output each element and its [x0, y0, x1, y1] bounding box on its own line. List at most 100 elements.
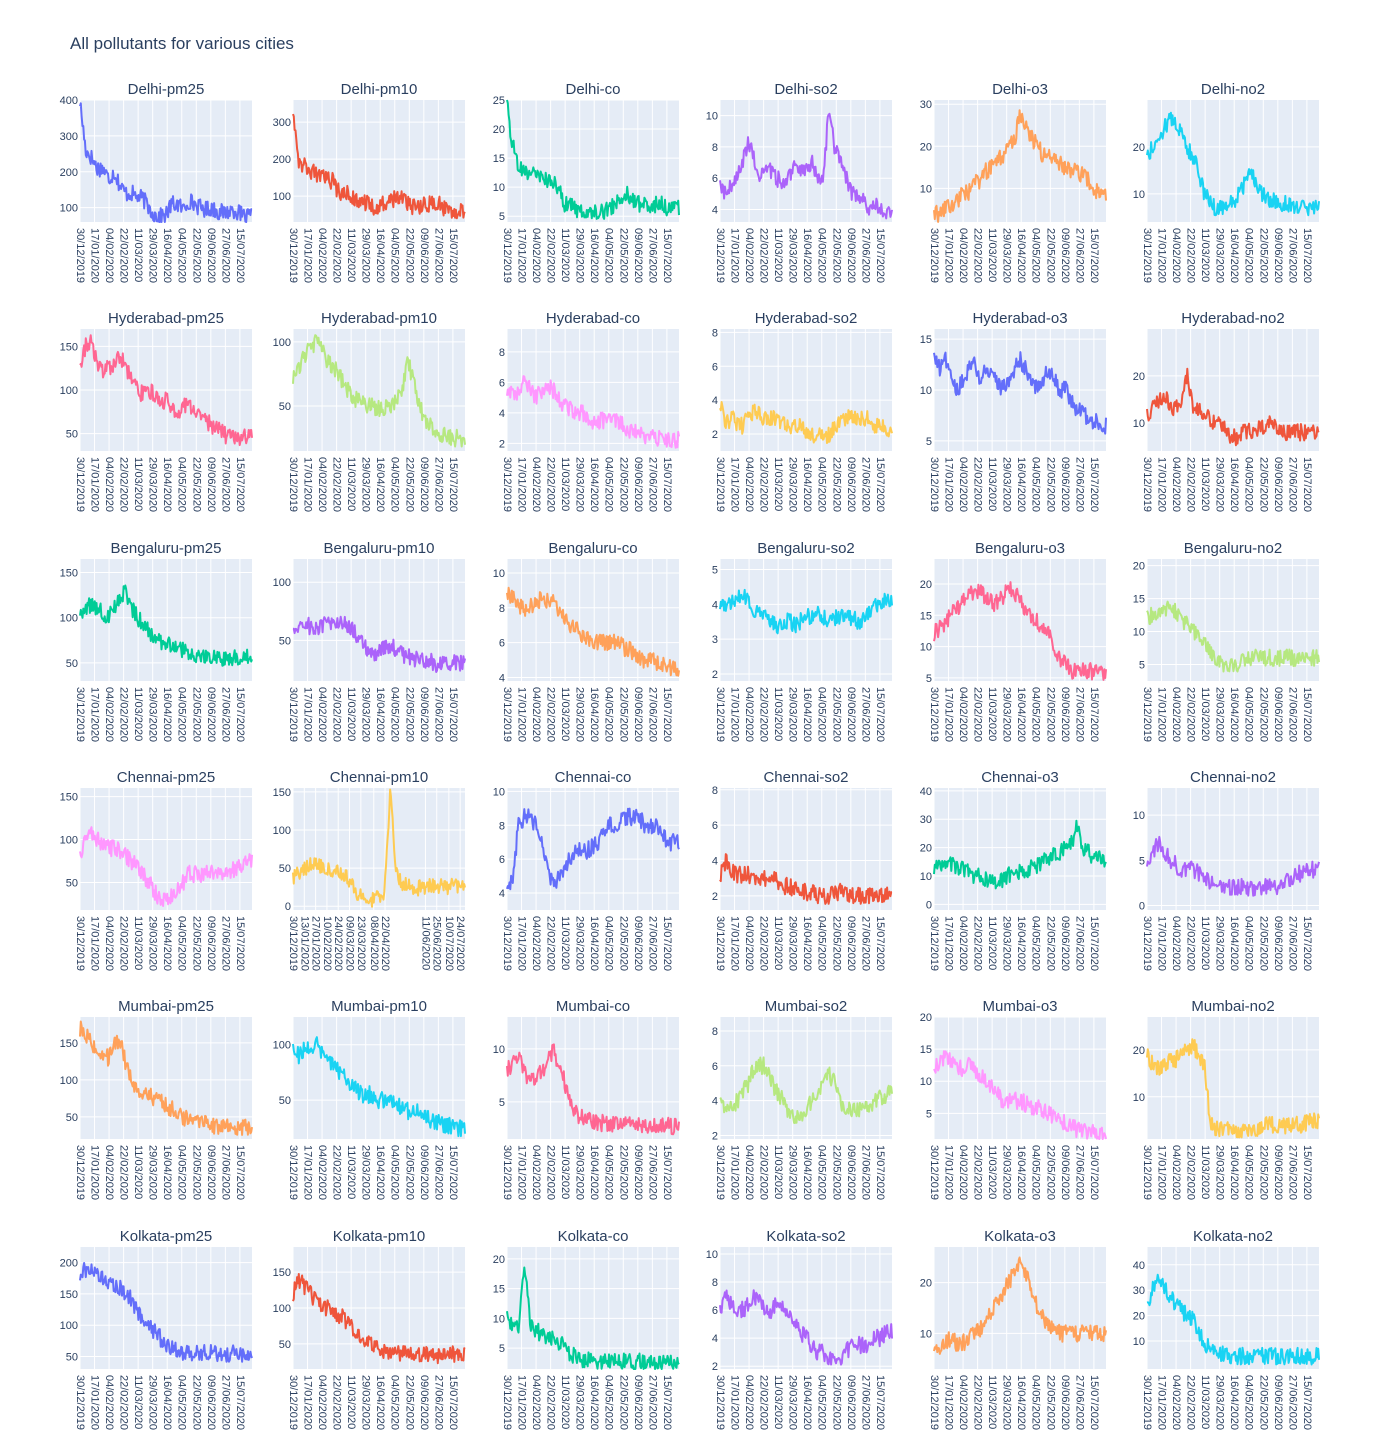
x-tick-label: 04/02/2020 [1170, 1375, 1182, 1430]
x-tick-label: 22/02/2020 [758, 687, 770, 742]
x-tick-label: 04/02/2020 [103, 1145, 115, 1200]
x-tick-label: 22/05/2020 [1044, 1375, 1056, 1430]
subplot: 30/12/2019 17/01/2020 04/02/2020 22/02/2020… [706, 1228, 893, 1430]
subplot: 30/12/2019 17/01/2020 04/02/2020 22/02/2020… [712, 310, 893, 512]
y-tick-label: 8 [712, 785, 718, 797]
x-tick-label: 11/06/2020 [419, 916, 431, 970]
x-tick-label: 22/02/2020 [118, 1375, 130, 1430]
series-line [1146, 1038, 1320, 1139]
x-tick-label: 09/06/2020 [845, 457, 857, 512]
subplot: 30/12/2019 17/01/2020 04/02/2020 22/02/2020… [712, 998, 893, 1200]
x-tick-label: 04/02/2020 [103, 457, 115, 512]
x-tick-label: 04/02/2020 [743, 1375, 755, 1430]
x-tick-label: 11/03/2020 [132, 1375, 144, 1429]
series-line [506, 1266, 680, 1370]
x-tick-label: 27/01/2020 [310, 916, 322, 971]
x-tick-label: 30/12/2019 [74, 687, 86, 742]
y-tick-label: 4 [712, 1096, 718, 1108]
x-tick-label: 16/04/2020 [588, 687, 600, 742]
y-tick-label: 4 [499, 673, 505, 685]
y-tick-label: 4 [499, 408, 505, 420]
x-tick-label: 29/03/2020 [1214, 1375, 1226, 1430]
x-tick-label: 29/03/2020 [1001, 687, 1013, 742]
y-tick-label: 50 [66, 1351, 78, 1363]
y-tick-label: 10 [493, 786, 505, 798]
y-tick-label: 10 [920, 871, 932, 883]
x-tick-label: 22/02/2020 [331, 1375, 343, 1430]
x-tick-label: 04/05/2020 [1243, 228, 1255, 283]
x-tick-label: 15/07/2020 [661, 1375, 673, 1430]
series-line [1146, 367, 1320, 447]
x-tick-label: 30/12/2019 [74, 1145, 86, 1200]
x-tick-label: 30/12/2019 [1141, 916, 1153, 971]
x-tick-label: 09/06/2020 [845, 228, 857, 283]
x-tick-label: 04/05/2020 [176, 228, 188, 283]
y-tick-label: 20 [920, 141, 932, 153]
x-tick-label: 29/03/2020 [360, 1375, 372, 1430]
y-tick-label: 300 [273, 117, 291, 129]
x-tick-label: 30/12/2019 [501, 228, 513, 283]
x-tick-label: 15/07/2020 [1088, 687, 1100, 742]
x-tick-label: 17/01/2020 [729, 916, 741, 971]
subplot: 30/12/2019 17/01/2020 04/02/2020 22/02/2020… [60, 310, 253, 512]
series-line [1146, 1273, 1320, 1366]
x-tick-label: 22/05/2020 [617, 1375, 629, 1430]
x-tick-label: 27/06/2020 [432, 228, 444, 283]
y-tick-label: 6 [712, 173, 718, 185]
y-tick-label: 20 [1133, 1311, 1145, 1323]
x-tick-label: 27/06/2020 [646, 1375, 658, 1430]
x-tick-label: 16/04/2020 [1015, 687, 1027, 742]
series-line [506, 807, 680, 891]
subplot-title: Delhi-pm25 [128, 81, 205, 98]
x-tick-label: 15/07/2020 [1088, 228, 1100, 283]
x-tick-label: 27/06/2020 [432, 687, 444, 742]
series-line [933, 1050, 1107, 1140]
x-tick-label: 17/01/2020 [729, 1375, 741, 1430]
subplot: 30/12/2019 13/01/2020 27/01/2020 10/02/2020… [273, 769, 467, 971]
series-line [719, 1289, 893, 1366]
x-tick-label: 15/07/2020 [1301, 457, 1313, 512]
y-tick-label: 2 [712, 1131, 718, 1143]
y-tick-label: 2 [712, 891, 718, 903]
x-tick-label: 22/05/2020 [403, 1375, 415, 1430]
x-tick-label: 30/12/2019 [1141, 1375, 1153, 1430]
x-tick-label: 17/01/2020 [1156, 1375, 1168, 1430]
series-line [292, 334, 466, 448]
y-tick-label: 100 [273, 577, 291, 589]
plot-area [934, 1247, 1106, 1369]
x-tick-label: 15/07/2020 [447, 1375, 459, 1430]
x-tick-label: 09/06/2020 [205, 916, 217, 971]
x-tick-label: 22/05/2020 [190, 916, 202, 971]
y-tick-label: 200 [60, 167, 78, 179]
x-tick-label: 22/05/2020 [1044, 228, 1056, 283]
series-line [79, 1262, 253, 1363]
x-tick-label: 17/01/2020 [302, 1145, 314, 1200]
x-tick-label: 04/02/2020 [957, 228, 969, 283]
x-tick-label: 17/01/2020 [1156, 916, 1168, 971]
x-tick-label: 04/05/2020 [603, 916, 615, 971]
subplot: 30/12/2019 17/01/2020 04/02/2020 22/02/2020… [273, 540, 466, 742]
x-tick-label: 29/03/2020 [574, 1145, 586, 1200]
x-tick-label: 22/05/2020 [1044, 687, 1056, 742]
x-tick-label: 22/02/2020 [758, 916, 770, 971]
x-tick-label: 16/04/2020 [1228, 1375, 1240, 1430]
subplot: 30/12/2019 17/01/2020 04/02/2020 22/02/2020… [920, 540, 1107, 742]
x-tick-label: 11/03/2020 [1199, 1145, 1211, 1199]
x-tick-label: 22/05/2020 [190, 1375, 202, 1430]
x-tick-label: 22/05/2020 [1257, 228, 1269, 283]
x-tick-label: 11/03/2020 [986, 916, 998, 970]
y-tick-label: 5 [499, 1343, 505, 1355]
x-tick-label: 29/03/2020 [1214, 916, 1226, 971]
x-tick-label: 09/06/2020 [418, 687, 430, 742]
y-tick-label: 10 [920, 1076, 932, 1088]
x-tick-label: 15/07/2020 [1088, 1145, 1100, 1200]
subplot: 30/12/2019 17/01/2020 04/02/2020 22/02/2020… [60, 540, 253, 742]
subplot: 30/12/2019 17/01/2020 04/02/2020 22/02/2020… [273, 1228, 466, 1430]
x-tick-label: 30/12/2019 [714, 1145, 726, 1200]
subplot: 30/12/2019 17/01/2020 04/02/2020 22/02/2020… [60, 998, 253, 1200]
y-tick-label: 5 [499, 211, 505, 223]
x-tick-label: 04/05/2020 [1243, 687, 1255, 742]
x-tick-label: 27/06/2020 [859, 228, 871, 283]
x-tick-label: 16/04/2020 [588, 916, 600, 971]
x-tick-label: 17/01/2020 [516, 457, 528, 512]
